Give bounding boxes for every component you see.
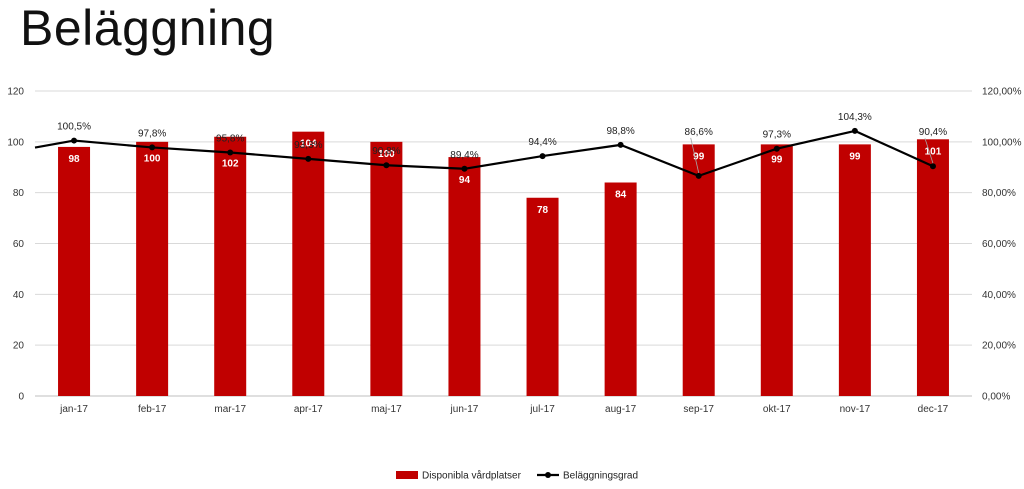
right-axis-ticks: 0,00% 20,00% 40,00% 60,00% 80,00% 100,00% 120,… <box>982 87 1022 403</box>
y-right-tick-label: 40,00% <box>982 290 1016 301</box>
y-right-tick-label: 0,00% <box>982 392 1010 403</box>
bar-value-label: 100 <box>378 149 395 160</box>
line-point <box>149 144 156 151</box>
line-value-label: 98,8% <box>606 126 634 137</box>
y-left-tick-label: 100 <box>7 137 24 148</box>
line-value-label: 97,8% <box>138 128 166 139</box>
bar-data-labels: 98 100 102 104 100 94 78 84 99 99 99 101 <box>68 139 941 216</box>
y-left-tick-label: 80 <box>13 188 25 199</box>
line-value-label: 97,3% <box>763 130 791 141</box>
page-title: Beläggning <box>20 0 276 56</box>
bar-value-label: 100 <box>144 153 161 164</box>
line-point <box>773 145 780 152</box>
x-tick-label: dec-17 <box>918 404 949 415</box>
line-point <box>929 163 936 170</box>
y-left-tick-label: 0 <box>18 392 24 403</box>
bar-value-label: 104 <box>300 139 317 150</box>
line-point <box>305 155 312 162</box>
legend-swatch-marker <box>545 472 551 478</box>
line-point <box>227 149 234 156</box>
leader-line <box>924 138 934 164</box>
x-axis-ticks: jan-17 feb-17 mar-17 apr-17 maj-17 jun-17 jul-… <box>59 404 949 415</box>
line-value-label: 89,4% <box>450 150 478 161</box>
x-tick-label: jul-17 <box>529 404 555 415</box>
bar <box>214 136 247 396</box>
line-point <box>539 153 546 160</box>
bar-value-label: 99 <box>849 151 861 162</box>
bar-series <box>58 131 949 396</box>
y-left-tick-label: 40 <box>13 290 25 301</box>
x-tick-label: aug-17 <box>605 404 637 415</box>
left-axis-ticks: 0 20 40 60 80 100 120 <box>7 87 24 403</box>
x-tick-label: apr-17 <box>294 404 323 415</box>
line-point <box>695 172 702 179</box>
x-tick-label: nov-17 <box>840 404 871 415</box>
bar-value-label: 102 <box>222 159 239 170</box>
line-value-label: 104,3% <box>838 112 872 123</box>
line-value-label: 90,4% <box>919 127 947 138</box>
y-right-tick-label: 100,00% <box>982 137 1022 148</box>
bar <box>838 144 871 396</box>
x-tick-label: okt-17 <box>763 404 791 415</box>
line-value-label: 93,3% <box>294 140 322 151</box>
line-point <box>617 141 624 148</box>
line-value-label: 86,6% <box>685 127 713 138</box>
legend-swatch-bars <box>396 471 418 479</box>
legend-label-bars: Disponibla vårdplatser <box>422 470 522 482</box>
y-right-tick-label: 80,00% <box>982 188 1016 199</box>
bar <box>526 197 559 396</box>
bar-value-label: 101 <box>925 146 942 157</box>
bar <box>682 144 715 396</box>
x-tick-label: mar-17 <box>214 404 246 415</box>
bar <box>292 131 325 396</box>
x-tick-label: jan-17 <box>59 404 88 415</box>
bar-value-label: 99 <box>771 155 783 166</box>
bar-value-label: 99 <box>693 151 705 162</box>
y-right-tick-label: 60,00% <box>982 239 1016 250</box>
bar <box>136 141 169 396</box>
y-left-tick-label: 60 <box>13 239 25 250</box>
y-right-tick-label: 120,00% <box>982 87 1022 98</box>
y-left-tick-label: 120 <box>7 87 24 98</box>
bar <box>370 141 403 396</box>
leader-line <box>690 137 700 173</box>
bar-value-label: 78 <box>537 205 549 216</box>
line-value-label: 100,5% <box>57 122 91 133</box>
line-data-labels: 100,5% 97,8% 95,8% 93,3% 90,8% 89,4% 94,4% 98,8… <box>57 112 947 173</box>
bar <box>58 146 91 396</box>
legend-label-line: Beläggningsgrad <box>563 471 638 482</box>
line-value-label: 94,4% <box>528 137 556 148</box>
line-point <box>383 162 390 169</box>
y-left-tick-label: 20 <box>13 341 25 352</box>
x-tick-label: feb-17 <box>138 404 167 415</box>
x-tick-label: jun-17 <box>450 404 479 415</box>
y-right-tick-label: 20,00% <box>982 341 1016 352</box>
bar-value-label: 98 <box>68 154 80 165</box>
line-series <box>34 127 936 179</box>
grid-lines <box>35 90 972 397</box>
bar <box>760 144 793 396</box>
line-point <box>71 137 78 144</box>
legend: Disponibla vårdplatser Beläggningsgrad <box>396 470 638 482</box>
x-tick-label: maj-17 <box>371 404 402 415</box>
bar-value-label: 84 <box>615 190 627 201</box>
line-point <box>461 165 468 172</box>
bar <box>916 139 949 396</box>
line-value-label: 90,8% <box>372 146 400 157</box>
x-tick-label: sep-17 <box>683 404 714 415</box>
series-line <box>34 129 934 177</box>
bar <box>604 182 637 396</box>
bar <box>448 157 481 396</box>
line-point <box>851 127 858 134</box>
line-value-label: 95,8% <box>216 134 244 145</box>
bar-value-label: 94 <box>459 175 471 186</box>
